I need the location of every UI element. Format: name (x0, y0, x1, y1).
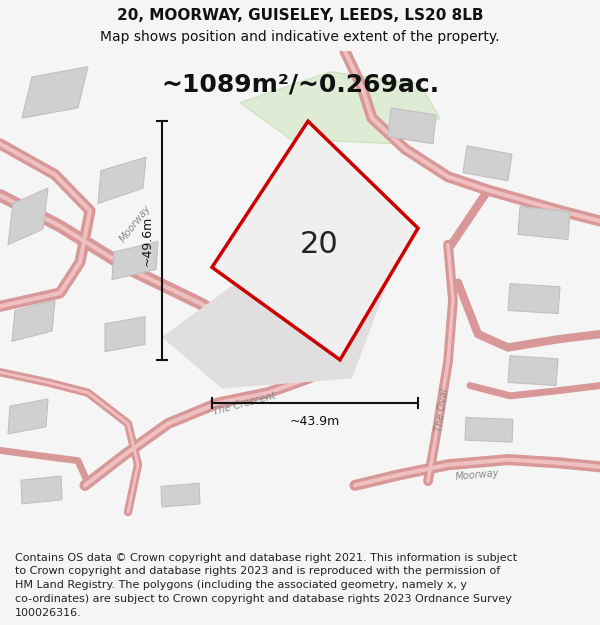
Polygon shape (465, 418, 513, 442)
Polygon shape (161, 483, 200, 507)
Polygon shape (508, 356, 558, 386)
Text: 100026316.: 100026316. (15, 608, 82, 618)
Text: Moorway: Moorway (455, 468, 500, 482)
Text: HM Land Registry. The polygons (including the associated geometry, namely x, y: HM Land Registry. The polygons (includin… (15, 580, 467, 590)
Text: Map shows position and indicative extent of the property.: Map shows position and indicative extent… (100, 30, 500, 44)
Polygon shape (388, 108, 436, 144)
Text: Contains OS data © Crown copyright and database right 2021. This information is : Contains OS data © Crown copyright and d… (15, 552, 517, 562)
Text: 20, MOORWAY, GUISELEY, LEEDS, LS20 8LB: 20, MOORWAY, GUISELEY, LEEDS, LS20 8LB (117, 8, 483, 23)
Polygon shape (508, 284, 560, 314)
Text: ~49.6m: ~49.6m (141, 216, 154, 266)
Text: ~1089m²/~0.269ac.: ~1089m²/~0.269ac. (161, 72, 439, 96)
Text: The Oval: The Oval (434, 388, 450, 432)
Polygon shape (12, 300, 55, 341)
Text: co-ordinates) are subject to Crown copyright and database rights 2023 Ordnance S: co-ordinates) are subject to Crown copyr… (15, 594, 512, 604)
Polygon shape (21, 476, 62, 504)
Polygon shape (98, 158, 146, 204)
Polygon shape (8, 399, 48, 434)
Polygon shape (8, 188, 48, 244)
Polygon shape (212, 121, 418, 360)
Text: to Crown copyright and database rights 2023 and is reproduced with the permissio: to Crown copyright and database rights 2… (15, 566, 500, 576)
Polygon shape (463, 146, 512, 181)
Polygon shape (112, 241, 158, 279)
Text: Moorway: Moorway (118, 202, 153, 244)
Polygon shape (518, 207, 570, 239)
Polygon shape (162, 244, 402, 389)
Polygon shape (105, 317, 145, 352)
Text: The Crescent: The Crescent (212, 391, 277, 418)
Polygon shape (22, 67, 88, 118)
Text: 20: 20 (300, 229, 339, 259)
Text: ~43.9m: ~43.9m (290, 416, 340, 428)
Polygon shape (240, 72, 440, 144)
